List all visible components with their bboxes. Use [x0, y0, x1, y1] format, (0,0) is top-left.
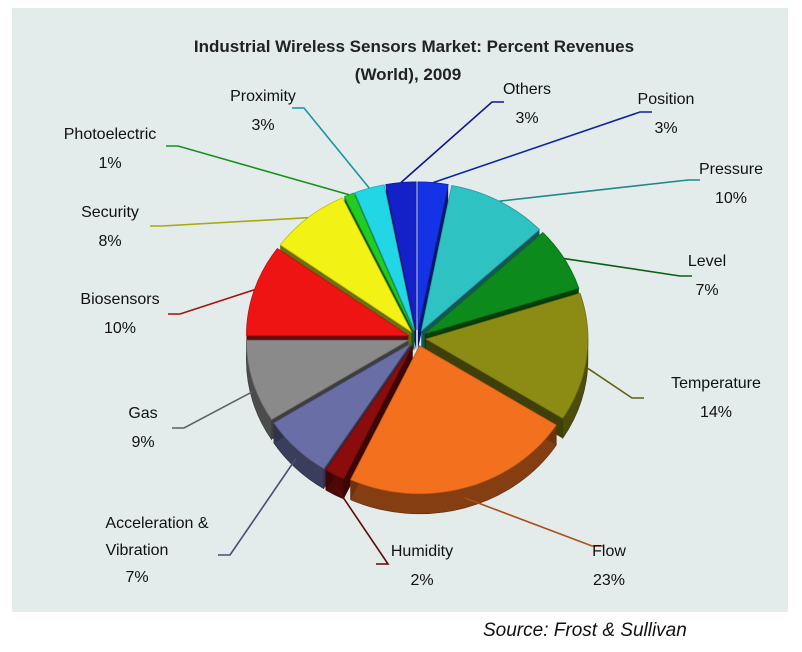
slice-label-line2-acceleration-and-vibration: Vibration [106, 542, 169, 559]
slice-top-humidity [325, 344, 414, 480]
slice-top-proximity [354, 184, 415, 331]
slice-value-pressure: 10% [715, 190, 747, 207]
slice-label-security: Security [81, 204, 139, 221]
slice-label-photoelectric: Photoelectric [64, 126, 157, 143]
pie-slices [245, 181, 589, 515]
slice-value-flow: 23% [593, 572, 625, 589]
chart-title-line2: (World), 2009 [355, 65, 461, 84]
slice-top-flow [349, 345, 557, 495]
slice-label-others: Others [503, 81, 551, 98]
pie-labels: Position 3% Pressure 10% Level 7% Temperature 1… [64, 81, 763, 589]
slice-position [417, 184, 449, 350]
slice-side-position [417, 184, 449, 350]
leader-line-security [150, 216, 309, 227]
leader-line-flow [464, 497, 604, 547]
source-note: Source: Frost & Sullivan [483, 620, 687, 641]
slice-value-others: 3% [515, 110, 538, 127]
slice-value-level: 7% [695, 282, 718, 299]
chart-title-line1: Industrial Wireless Sensors Market: Perc… [194, 37, 634, 56]
slice-top-level [424, 232, 580, 335]
slice-value-temperature: 14% [700, 404, 732, 421]
slice-label-proximity: Proximity [230, 88, 296, 105]
slice-label-level: Level [688, 253, 726, 270]
leader-line-humidity [333, 484, 390, 565]
slice-value-proximity: 3% [251, 117, 274, 134]
slice-label-temperature: Temperature [671, 375, 761, 392]
leader-line-proximity [292, 107, 370, 189]
leader-line-acceleration-and-vibration [218, 457, 297, 556]
slice-label-gas: Gas [128, 405, 157, 422]
slice-value-position: 3% [654, 120, 677, 137]
slice-top-acceleration-and-vibration [273, 343, 411, 470]
slice-value-humidity: 2% [410, 572, 433, 589]
slice-label-flow: Flow [592, 543, 626, 560]
slice-value-biosensors: 10% [104, 320, 136, 337]
slice-value-photoelectric: 1% [98, 155, 121, 172]
chart-panel: Industrial Wireless Sensors Market: Perc… [12, 8, 788, 612]
slice-label-humidity: Humidity [391, 543, 453, 560]
leader-line-level [564, 257, 692, 277]
slice-label-position: Position [638, 91, 695, 108]
slice-label-biosensors: Biosensors [80, 291, 159, 308]
leader-line-biosensors [168, 289, 255, 315]
slice-value-gas: 9% [131, 434, 154, 451]
pie-chart: Industrial Wireless Sensors Market: Perc… [64, 37, 763, 589]
leader-line-gas [172, 390, 254, 429]
leader-line-temperature [586, 366, 644, 399]
slice-value-security: 8% [98, 233, 121, 250]
slice-value-acceleration-and-vibration: 7% [125, 569, 148, 586]
slice-label-pressure: Pressure [699, 161, 763, 178]
slice-top-temperature [424, 292, 589, 419]
leader-line-photoelectric [166, 145, 350, 196]
slice-label-acceleration-and-vibration: Acceleration & [105, 515, 208, 532]
leader-line-others [400, 101, 504, 184]
leader-line-pressure [499, 179, 700, 203]
slice-top-gas [245, 339, 410, 421]
leader-line-position [432, 111, 652, 184]
